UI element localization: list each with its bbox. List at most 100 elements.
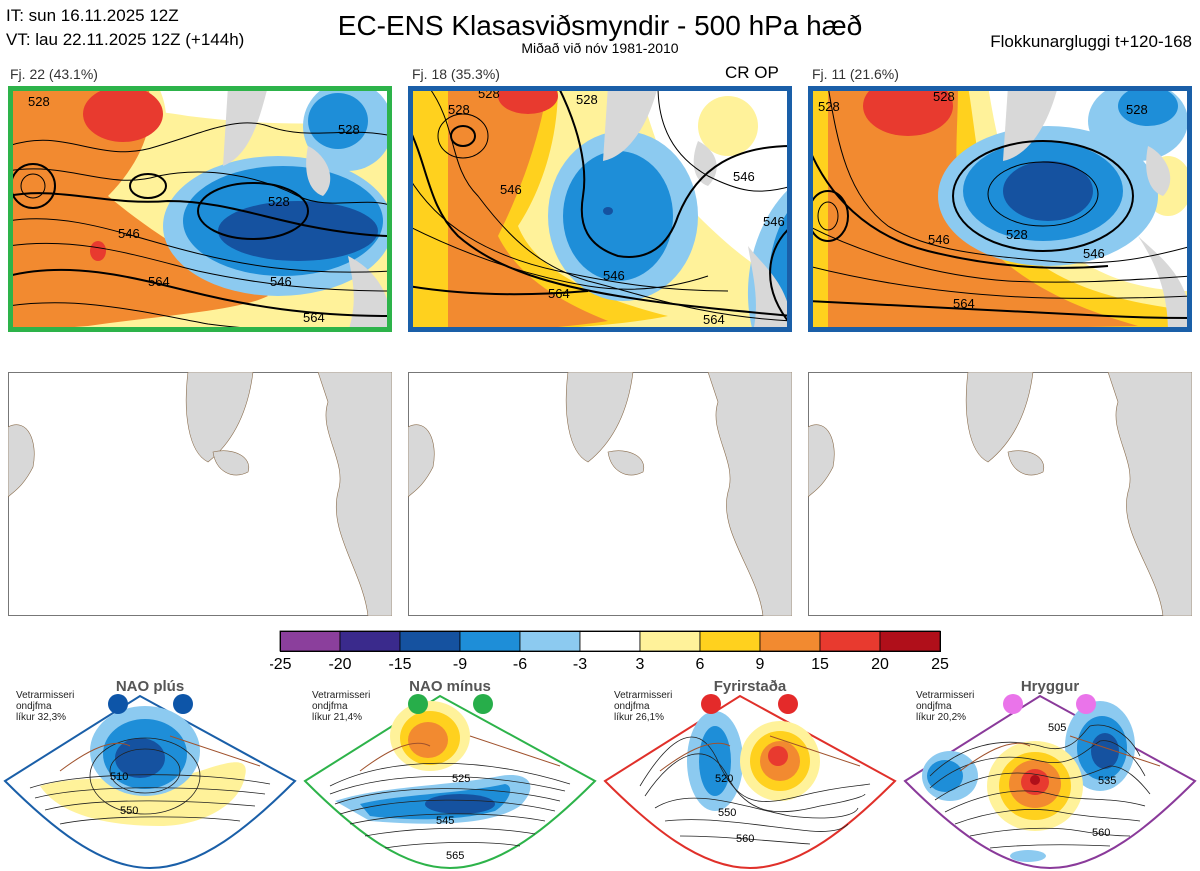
colorbar-tick-label: 20 — [871, 656, 889, 673]
colorbar-swatch — [819, 630, 881, 652]
land-europe — [317, 372, 392, 616]
regime-caption: ondjfma — [614, 701, 650, 712]
anomaly-positive-strong — [83, 86, 163, 142]
contour-label: 528 — [818, 99, 840, 114]
coastline — [659, 735, 861, 772]
contour-label: 564 — [953, 296, 975, 311]
colorbar-tick-label: -3 — [573, 656, 587, 673]
regime-blocking: Fyrirstaða Vetrarmisseri ondjfma líkur 2… — [603, 678, 897, 870]
colorbar-swatch — [639, 630, 701, 652]
contour-label: 546 — [270, 274, 292, 289]
colorbar-tick-label: -15 — [388, 656, 411, 673]
colorbar-tick-label: -6 — [513, 656, 527, 673]
land-iceland — [1007, 450, 1045, 476]
regime-name: NAO mínus — [409, 678, 491, 695]
contour-label: 520 — [715, 773, 733, 785]
cluster-3-border — [808, 86, 1192, 332]
empty-map-3 — [808, 372, 1192, 616]
contour-label: 546 — [1083, 246, 1105, 261]
regime-dot — [701, 694, 721, 714]
contour-label: 546 — [118, 226, 140, 241]
land-north-america — [8, 424, 35, 498]
regime-dot — [778, 694, 798, 714]
land-europe — [1107, 372, 1192, 616]
regime-dot — [1076, 694, 1096, 714]
colorbar-swatch — [579, 630, 641, 652]
contour-label: 560 — [1092, 827, 1110, 839]
anomaly-positive-weak — [698, 96, 758, 156]
anomaly-negative-strong — [425, 794, 495, 814]
cluster-1-border — [8, 86, 392, 332]
contour-label: 528 — [1126, 102, 1148, 117]
height-contours — [8, 122, 392, 332]
land-iceland — [306, 146, 331, 196]
regime-name: Fyrirstaða — [714, 678, 787, 695]
land-europe — [707, 372, 792, 616]
land-north-america — [408, 424, 435, 498]
land-europe — [348, 256, 392, 332]
cluster-1-label: Fj. 22 (43.1%) — [10, 66, 98, 82]
anomaly-positive-strong — [828, 86, 1138, 332]
anomaly-negative-moderate — [699, 726, 731, 796]
land-iceland — [693, 141, 717, 186]
cluster-2-border — [408, 86, 792, 332]
regime-contours — [639, 736, 871, 845]
contour-label: 560 — [736, 833, 754, 845]
contour-label: 535 — [1098, 775, 1116, 787]
anomaly-positive-extreme — [1030, 775, 1040, 785]
regime-caption: Vetrarmisseri — [16, 690, 74, 701]
colorbar-tick-label: -20 — [328, 656, 351, 673]
colorbar-tick-label: 25 — [931, 656, 949, 673]
contour-label: 528 — [1006, 227, 1028, 242]
anomaly-negative-moderate — [1118, 86, 1178, 126]
anomaly-negative-moderate — [563, 151, 673, 281]
contour-label: 528 — [448, 102, 470, 117]
coastline — [359, 735, 561, 772]
land-greenland — [223, 86, 268, 166]
empty-map-2 — [408, 372, 792, 616]
colorbar-swatch — [279, 630, 341, 652]
page-subtitle: Miðað við nóv 1981-2010 — [521, 40, 679, 56]
contour-label: 550 — [120, 805, 138, 817]
contour-label: 505 — [1048, 722, 1066, 734]
anomaly-positive-max — [863, 86, 953, 136]
colorbar-frame — [280, 631, 941, 652]
anomaly-negative-weak — [1010, 850, 1046, 862]
regime-contours — [329, 762, 571, 849]
valid-time: VT: lau 22.11.2025 12Z (+144h) — [6, 30, 245, 49]
colorbar-swatch — [879, 630, 941, 652]
contour-label: 564 — [548, 286, 570, 301]
regime-dot — [1003, 694, 1023, 714]
contour-label: 528 — [268, 194, 290, 209]
cluster-2-op-label: CR OP — [725, 63, 779, 82]
colorbar-swatch — [519, 630, 581, 652]
regime-caption: ondjfma — [916, 701, 952, 712]
contour-label: 510 — [110, 771, 128, 783]
regime-caption: Vetrarmisseri — [614, 690, 672, 701]
contour-label: 528 — [28, 94, 50, 109]
colorbar-tick-label: -9 — [453, 656, 467, 673]
anomaly-positive-strong — [408, 722, 448, 758]
anomaly-negative-strong — [218, 201, 378, 261]
height-contours — [408, 86, 792, 327]
anomaly-positive-strong — [90, 241, 106, 261]
land-greenland — [965, 372, 1034, 463]
anomaly-negative-strong — [115, 738, 165, 778]
land-greenland — [185, 372, 254, 463]
anomaly-positive-max — [498, 86, 558, 114]
colorbar-swatch — [699, 630, 761, 652]
land-greenland — [603, 86, 658, 161]
land-north-america — [808, 424, 835, 498]
regime-dot — [473, 694, 493, 714]
contour-label: 550 — [718, 807, 736, 819]
contour-label: 545 — [436, 815, 454, 827]
colorbar-swatch — [399, 630, 461, 652]
init-time: IT: sun 16.11.2025 12Z — [6, 6, 179, 25]
cluster-3-label: Fj. 11 (21.6%) — [812, 66, 899, 82]
regime-name: NAO plús — [116, 678, 184, 695]
contour-label: 528 — [576, 92, 598, 107]
contour-label: 528 — [933, 89, 955, 104]
contour-label: 528 — [338, 122, 360, 137]
cluster-3-map: 528 528 528 546 546 564 528 — [808, 86, 1192, 332]
colorbar-tick-label: 6 — [696, 656, 705, 673]
